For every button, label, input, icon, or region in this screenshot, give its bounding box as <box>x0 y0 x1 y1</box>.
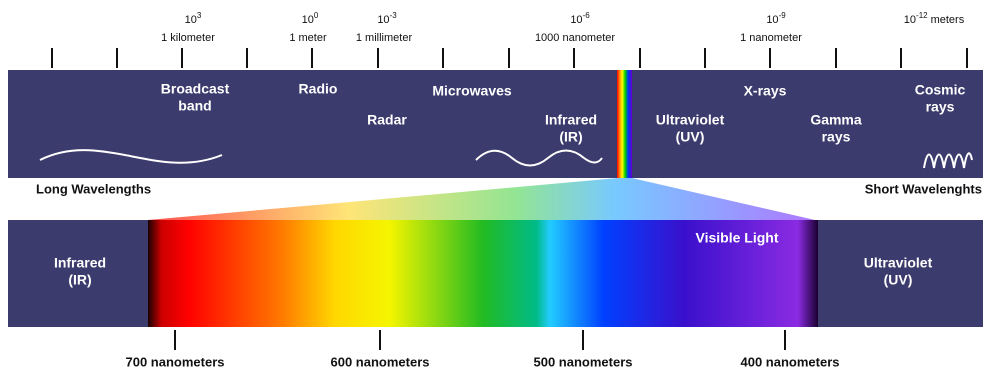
band-label: Infrared <box>545 112 597 128</box>
ir-label: (IR) <box>68 272 91 288</box>
light-fan <box>148 178 815 220</box>
scale-name: 1 nanometer <box>740 32 802 44</box>
ir-label: Infrared <box>54 255 106 271</box>
band-label: Cosmic <box>915 82 966 98</box>
scale-name: 1 meter <box>289 32 327 44</box>
band-label: Radio <box>299 81 338 97</box>
uv-label: (UV) <box>884 272 913 288</box>
scale-name: 1 kilometer <box>161 32 215 44</box>
band-label: (UV) <box>676 129 705 145</box>
rainbow-stripe <box>617 70 632 178</box>
short-label: Short Wavelenghts <box>865 181 982 196</box>
spectrum-diagram: 103 1 kilometer 100 1 meter 10-3 1 milli… <box>0 0 989 370</box>
band-label: Broadcast <box>161 81 230 97</box>
nm-label: 400 nanometers <box>741 354 840 369</box>
power: 10-9 <box>766 11 786 26</box>
power: 103 <box>185 11 202 26</box>
bottom-scale: 700 nanometers 600 nanometers 500 nanome… <box>126 354 840 369</box>
top-ticks <box>52 48 967 68</box>
scale-name: 1000 nanometer <box>535 32 615 44</box>
bottom-ticks <box>175 330 785 350</box>
band-label: (IR) <box>559 129 582 145</box>
band-label: Gamma <box>810 112 862 128</box>
visible-title: Visible Light <box>696 230 779 246</box>
scale-name: 1 millimeter <box>356 32 413 44</box>
band-label: Microwaves <box>432 83 512 99</box>
uv-label: Ultraviolet <box>864 255 933 271</box>
band-label: X-rays <box>744 83 787 99</box>
band-label: rays <box>926 99 955 115</box>
nm-label: 600 nanometers <box>331 354 430 369</box>
page: 103 1 kilometer 100 1 meter 10-3 1 milli… <box>0 0 989 370</box>
band-label: rays <box>822 129 851 145</box>
power: 10-3 <box>377 11 397 26</box>
nm-label: 500 nanometers <box>534 354 633 369</box>
power: 100 <box>302 11 319 26</box>
band-label: Ultraviolet <box>656 112 725 128</box>
band-label: band <box>178 98 211 114</box>
power: 10-6 <box>570 11 590 26</box>
long-label: Long Wavelengths <box>36 181 151 196</box>
band-label: Radar <box>367 112 407 128</box>
top-scale: 103 1 kilometer 100 1 meter 10-3 1 milli… <box>161 11 965 44</box>
nm-label: 700 nanometers <box>126 354 225 369</box>
